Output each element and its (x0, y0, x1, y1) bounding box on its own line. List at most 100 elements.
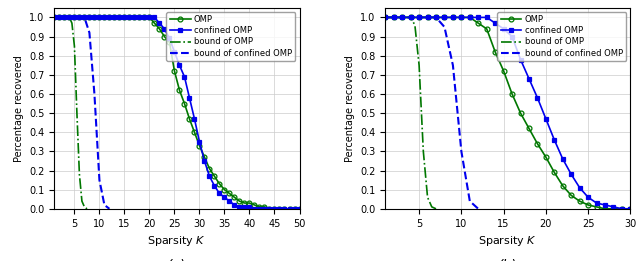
confined OMP (440, 16, 448, 19)
confined OMP (601, 203, 609, 206)
OMP (432, 16, 440, 19)
Legend: OMP, confined OMP, bound of OMP, bound of confined OMP: OMP, confined OMP, bound of OMP, bound o… (497, 12, 626, 61)
confined OMP (593, 201, 600, 205)
confined OMP (56, 16, 63, 19)
bound of OMP (65, 16, 73, 19)
OMP (205, 167, 213, 170)
OMP (568, 194, 575, 197)
OMP (241, 201, 248, 205)
confined OMP (415, 16, 423, 19)
OMP (200, 156, 208, 159)
OMP (196, 144, 204, 147)
bound of confined OMP (474, 207, 482, 210)
OMP (424, 16, 431, 19)
X-axis label: Sparsity $K$: Sparsity $K$ (478, 234, 538, 248)
confined OMP (390, 16, 397, 19)
OMP (483, 27, 490, 31)
confined OMP (180, 75, 188, 78)
confined OMP (241, 205, 248, 209)
OMP (381, 16, 389, 19)
confined OMP (196, 140, 204, 143)
confined OMP (542, 117, 550, 120)
confined OMP (534, 96, 541, 99)
Text: (b): (b) (498, 258, 518, 261)
OMP (216, 182, 223, 186)
OMP (175, 88, 183, 92)
OMP (91, 16, 99, 19)
OMP (500, 69, 508, 73)
bound of confined OMP (100, 203, 108, 206)
confined OMP (398, 16, 406, 19)
confined OMP (424, 16, 431, 19)
confined OMP (483, 16, 490, 19)
bound of OMP (70, 45, 78, 48)
bound of confined OMP (61, 16, 68, 19)
confined OMP (226, 200, 234, 203)
confined OMP (466, 16, 474, 19)
OMP (516, 111, 524, 115)
confined OMP (236, 205, 243, 209)
OMP (146, 16, 154, 19)
OMP (141, 16, 148, 19)
OMP (230, 196, 238, 199)
OMP (51, 16, 58, 19)
OMP (584, 203, 592, 206)
OMP (296, 207, 303, 210)
OMP (95, 16, 103, 19)
bound of OMP (411, 23, 419, 27)
confined OMP (260, 207, 268, 210)
bound of confined OMP (440, 25, 448, 28)
confined OMP (150, 16, 158, 19)
OMP (221, 188, 228, 191)
confined OMP (285, 207, 293, 210)
confined OMP (559, 157, 566, 161)
confined OMP (296, 207, 303, 210)
bound of confined OMP (432, 16, 440, 19)
confined OMP (120, 16, 128, 19)
confined OMP (125, 16, 133, 19)
confined OMP (576, 186, 584, 189)
Y-axis label: Percentage recovered: Percentage recovered (345, 55, 355, 162)
confined OMP (627, 207, 634, 210)
bound of OMP (68, 22, 76, 25)
bound of OMP (381, 16, 389, 19)
bound of confined OMP (424, 16, 431, 19)
bound of OMP (428, 205, 436, 209)
OMP (161, 35, 168, 38)
confined OMP (516, 58, 524, 61)
OMP (458, 16, 465, 19)
bound of OMP (76, 173, 83, 176)
confined OMP (186, 96, 193, 99)
bound of OMP (419, 150, 427, 153)
confined OMP (175, 64, 183, 67)
bound of confined OMP (95, 179, 103, 182)
confined OMP (276, 207, 284, 210)
bound of confined OMP (407, 16, 415, 19)
confined OMP (458, 16, 465, 19)
confined OMP (141, 16, 148, 19)
OMP (593, 205, 600, 209)
Line: confined OMP: confined OMP (383, 15, 633, 211)
confined OMP (291, 207, 298, 210)
Line: OMP: OMP (383, 15, 633, 211)
confined OMP (161, 27, 168, 31)
Text: (a): (a) (167, 258, 187, 261)
OMP (56, 16, 63, 19)
OMP (285, 207, 293, 210)
bound of OMP (83, 207, 91, 210)
confined OMP (65, 16, 73, 19)
bound of confined OMP (449, 64, 457, 67)
confined OMP (191, 117, 198, 120)
confined OMP (407, 16, 415, 19)
bound of confined OMP (81, 16, 88, 19)
confined OMP (432, 16, 440, 19)
confined OMP (76, 16, 83, 19)
bound of confined OMP (106, 207, 113, 210)
OMP (610, 207, 618, 210)
bound of OMP (432, 207, 440, 210)
OMP (542, 156, 550, 159)
Legend: OMP, confined OMP, bound of OMP, bound of confined OMP: OMP, confined OMP, bound of OMP, bound o… (166, 12, 295, 61)
OMP (61, 16, 68, 19)
OMP (508, 92, 516, 96)
OMP (627, 207, 634, 210)
